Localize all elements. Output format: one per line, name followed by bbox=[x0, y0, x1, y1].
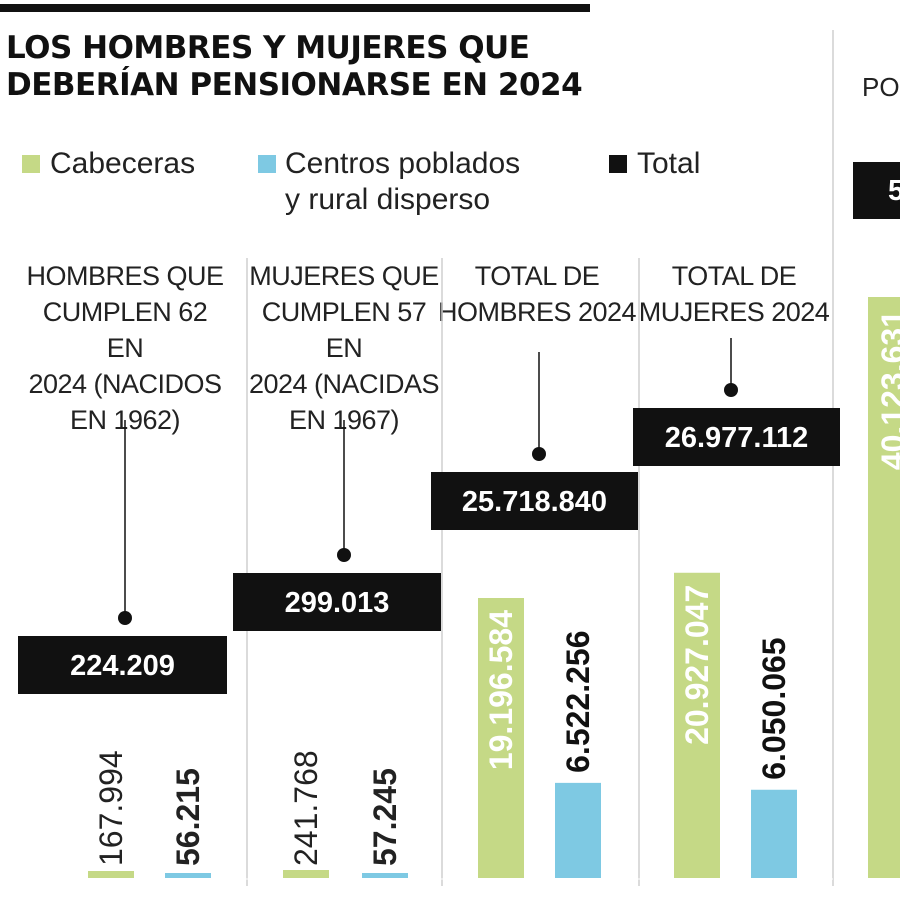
total-value-label: 299.013 bbox=[285, 587, 390, 619]
legend-swatch-centros bbox=[258, 155, 276, 173]
bar-centros bbox=[362, 873, 408, 878]
panel-title: TOTAL DE HOMBRES 2024 bbox=[437, 258, 637, 330]
bar-centros bbox=[165, 873, 211, 878]
bar-value-label: 56.215 bbox=[170, 768, 206, 866]
cropped-panel-label: POB bbox=[862, 72, 900, 102]
cropped-total-box bbox=[853, 162, 900, 219]
cropped-total-label: 5 bbox=[888, 175, 900, 207]
panel-title-line: HOMBRES 2024 bbox=[437, 297, 637, 327]
legend-label-centros: Centros poblados y rural disperso bbox=[285, 146, 520, 218]
title-line-1: LOS HOMBRES Y MUJERES QUE bbox=[6, 30, 530, 66]
bar-value-label: 19.196.584 bbox=[483, 610, 519, 770]
legend-label-centros-line2: y rural disperso bbox=[285, 183, 491, 216]
panel-title: MUJERES QUE CUMPLEN 57 EN 2024 (NACIDAS EN … bbox=[244, 258, 444, 438]
leader-dot bbox=[532, 447, 546, 461]
total-box bbox=[18, 636, 227, 694]
bar-cabeceras bbox=[88, 871, 134, 878]
title-line-2: DEBERÍAN PENSIONARSE EN 2024 bbox=[6, 67, 583, 103]
panel-title-line: TOTAL DE bbox=[474, 261, 600, 291]
bar-cabeceras bbox=[478, 598, 524, 878]
bar-cabeceras bbox=[283, 870, 329, 878]
leader-dot bbox=[337, 548, 351, 562]
panel-title-line: CUMPLEN 62 EN bbox=[42, 297, 208, 363]
legend-label-centros-line1: Centros poblados bbox=[285, 147, 521, 180]
total-value-label: 26.977.112 bbox=[665, 422, 809, 454]
total-value-label: 25.718.840 bbox=[462, 486, 607, 518]
total-value-label: 224.209 bbox=[70, 650, 175, 682]
bar-value-label: 167.994 bbox=[93, 750, 129, 866]
bar-centros bbox=[555, 782, 601, 878]
legend-label-cabeceras: Cabeceras bbox=[50, 147, 196, 180]
bar-value-label: 241.768 bbox=[288, 750, 324, 866]
cropped-bar-value-label: 40.123.631 bbox=[875, 310, 900, 470]
panel-title: TOTAL DE MUJERES 2024 bbox=[634, 258, 834, 330]
cropped-bar-cabeceras bbox=[868, 297, 900, 878]
panel-title: HOMBRES QUE CUMPLEN 62 EN 2024 (NACIDOS EN … bbox=[25, 258, 225, 438]
total-box bbox=[431, 472, 638, 530]
top-rule bbox=[0, 4, 590, 12]
page-title: LOS HOMBRES Y MUJERES QUE DEBERÍAN PENSI… bbox=[6, 30, 606, 104]
leader-dot bbox=[724, 383, 738, 397]
bar-value-label: 6.522.256 bbox=[560, 631, 596, 773]
panel-title-line: 2024 (NACIDAS bbox=[248, 369, 440, 399]
panel-title-line: MUJERES 2024 bbox=[638, 297, 830, 327]
legend-swatch-cabeceras bbox=[22, 155, 40, 173]
panel-title-line: HOMBRES QUE bbox=[26, 261, 224, 291]
legend-swatch-total bbox=[609, 155, 627, 173]
panel-title-line: TOTAL DE bbox=[671, 261, 797, 291]
bar-value-label: 6.050.065 bbox=[756, 637, 792, 779]
total-box bbox=[633, 408, 840, 466]
total-box bbox=[233, 573, 441, 631]
bar-value-label: 57.245 bbox=[367, 768, 403, 866]
bar-value-label: 20.927.047 bbox=[679, 585, 715, 745]
legend-label-total: Total bbox=[637, 147, 701, 180]
panel-title-line: MUJERES QUE bbox=[249, 261, 439, 291]
panel-title-line: 2024 (NACIDOS bbox=[28, 369, 222, 399]
bar-cabeceras bbox=[674, 572, 720, 878]
bar-centros bbox=[751, 789, 797, 878]
leader-dot bbox=[118, 611, 132, 625]
panel-title-line: CUMPLEN 57 EN bbox=[261, 297, 427, 363]
